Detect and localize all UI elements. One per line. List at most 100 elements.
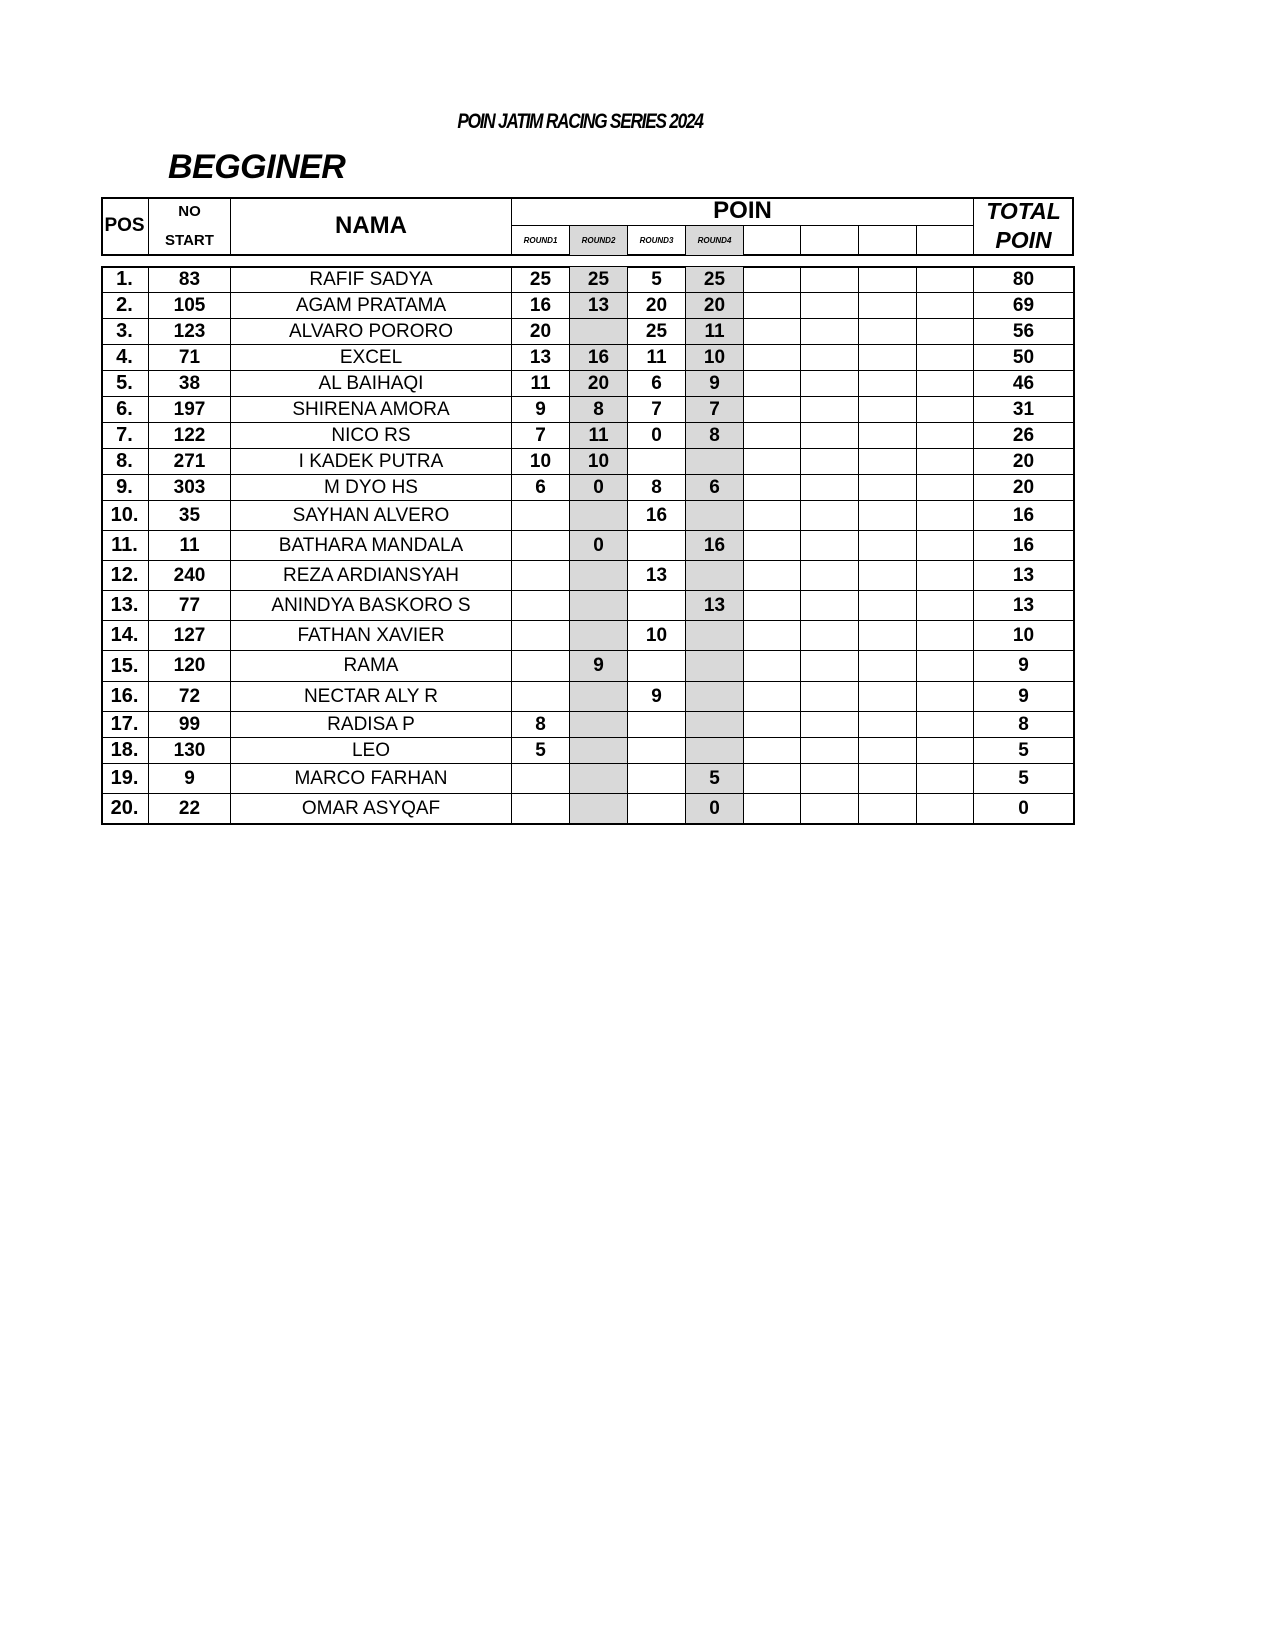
row-round-5 xyxy=(744,621,801,651)
row-round-6 xyxy=(801,651,859,682)
row-round-4 xyxy=(686,682,744,712)
row-round-2 xyxy=(570,561,628,591)
row-pos: 18. xyxy=(101,738,149,764)
row-round-5 xyxy=(744,738,801,764)
row-round-4 xyxy=(686,712,744,738)
row-round-1: 9 xyxy=(512,397,570,423)
row-no-start: 9 xyxy=(149,764,231,794)
row-round-5 xyxy=(744,531,801,561)
header-total: TOTAL xyxy=(974,197,1074,226)
row-pos: 2. xyxy=(101,293,149,319)
header-round-7 xyxy=(859,226,917,256)
row-nama: AL BAIHAQI xyxy=(231,371,512,397)
row-round-3: 25 xyxy=(628,319,686,345)
row-total: 5 xyxy=(974,738,1074,764)
row-total: 9 xyxy=(974,651,1074,682)
row-round-4: 25 xyxy=(686,267,744,293)
row-round-6 xyxy=(801,738,859,764)
row-round-7 xyxy=(859,712,917,738)
row-round-1: 6 xyxy=(512,475,570,501)
row-round-7 xyxy=(859,319,917,345)
header-round-2: ROUND2 xyxy=(570,226,628,256)
row-round-6 xyxy=(801,682,859,712)
row-round-6 xyxy=(801,531,859,561)
row-round-5 xyxy=(744,293,801,319)
row-round-6 xyxy=(801,561,859,591)
row-pos: 11. xyxy=(101,531,149,561)
row-round-3 xyxy=(628,794,686,824)
header-round-8 xyxy=(917,226,974,256)
row-round-5 xyxy=(744,501,801,531)
row-no-start: 11 xyxy=(149,531,231,561)
row-total: 5 xyxy=(974,764,1074,794)
row-round-8 xyxy=(917,319,974,345)
row-round-2 xyxy=(570,591,628,621)
row-round-8 xyxy=(917,423,974,449)
row-total: 13 xyxy=(974,591,1074,621)
row-round-1: 13 xyxy=(512,345,570,371)
category-title: BEGGINER xyxy=(168,148,346,186)
row-round-1 xyxy=(512,794,570,824)
row-round-5 xyxy=(744,651,801,682)
row-round-4 xyxy=(686,501,744,531)
row-round-8 xyxy=(917,712,974,738)
row-round-7 xyxy=(859,531,917,561)
row-round-3: 8 xyxy=(628,475,686,501)
row-round-5 xyxy=(744,682,801,712)
row-round-1: 11 xyxy=(512,371,570,397)
row-round-7 xyxy=(859,682,917,712)
row-round-8 xyxy=(917,501,974,531)
row-total: 46 xyxy=(974,371,1074,397)
row-nama: REZA ARDIANSYAH xyxy=(231,561,512,591)
row-total: 8 xyxy=(974,712,1074,738)
row-no-start: 130 xyxy=(149,738,231,764)
row-pos: 3. xyxy=(101,319,149,345)
row-round-1: 8 xyxy=(512,712,570,738)
row-nama: ALVARO PORORO xyxy=(231,319,512,345)
row-round-3: 16 xyxy=(628,501,686,531)
row-total: 13 xyxy=(974,561,1074,591)
row-round-2: 9 xyxy=(570,651,628,682)
row-pos: 9. xyxy=(101,475,149,501)
row-round-2: 10 xyxy=(570,449,628,475)
row-pos: 5. xyxy=(101,371,149,397)
row-round-3 xyxy=(628,738,686,764)
row-round-1: 16 xyxy=(512,293,570,319)
row-round-8 xyxy=(917,449,974,475)
row-nama: ANINDYA BASKORO S xyxy=(231,591,512,621)
row-round-4: 7 xyxy=(686,397,744,423)
row-round-4 xyxy=(686,449,744,475)
row-no-start: 35 xyxy=(149,501,231,531)
row-round-3 xyxy=(628,591,686,621)
row-round-4: 5 xyxy=(686,764,744,794)
row-round-8 xyxy=(917,651,974,682)
row-round-8 xyxy=(917,475,974,501)
row-round-7 xyxy=(859,371,917,397)
row-round-3: 13 xyxy=(628,561,686,591)
header-round-6 xyxy=(801,226,859,256)
row-round-2 xyxy=(570,794,628,824)
row-round-6 xyxy=(801,267,859,293)
row-round-2 xyxy=(570,738,628,764)
row-round-2 xyxy=(570,319,628,345)
row-round-3: 5 xyxy=(628,267,686,293)
row-round-5 xyxy=(744,423,801,449)
row-no-start: 22 xyxy=(149,794,231,824)
row-pos: 8. xyxy=(101,449,149,475)
row-round-6 xyxy=(801,345,859,371)
row-round-7 xyxy=(859,764,917,794)
row-round-6 xyxy=(801,591,859,621)
row-round-5 xyxy=(744,794,801,824)
row-nama: SHIRENA AMORA xyxy=(231,397,512,423)
row-pos: 15. xyxy=(101,651,149,682)
row-round-6 xyxy=(801,449,859,475)
row-round-4: 10 xyxy=(686,345,744,371)
row-round-1 xyxy=(512,561,570,591)
row-nama: I KADEK PUTRA xyxy=(231,449,512,475)
row-round-3 xyxy=(628,531,686,561)
row-round-6 xyxy=(801,423,859,449)
row-no-start: 240 xyxy=(149,561,231,591)
header-total-poin: POIN xyxy=(974,226,1074,256)
row-round-8 xyxy=(917,738,974,764)
row-no-start: 197 xyxy=(149,397,231,423)
